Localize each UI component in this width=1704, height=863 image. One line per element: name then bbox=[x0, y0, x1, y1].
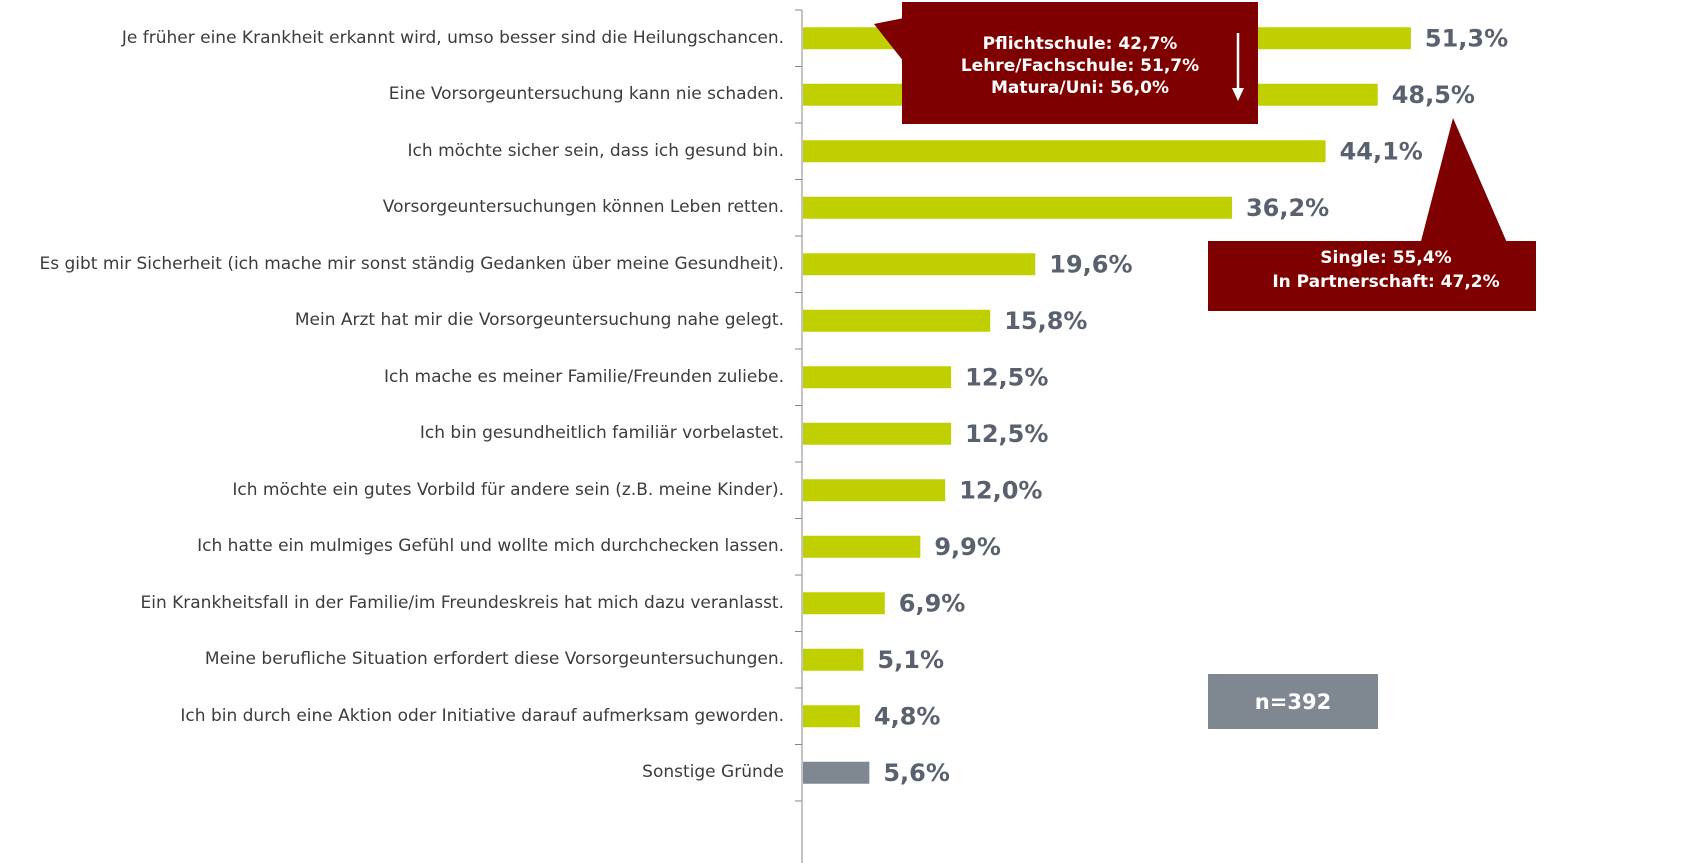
category-label: Ich möchte sicher sein, dass ich gesund … bbox=[0, 123, 784, 179]
arrow-head bbox=[1232, 88, 1244, 101]
value-label: 4,8% bbox=[874, 702, 941, 730]
bar bbox=[803, 592, 885, 615]
category-label: Vorsorgeuntersuchungen können Leben rett… bbox=[0, 180, 784, 236]
bar bbox=[803, 309, 991, 332]
category-text: Ein Krankheitsfall in der Familie/im Fre… bbox=[140, 592, 784, 613]
callout-box bbox=[1208, 241, 1536, 311]
category-text: Es gibt mir Sicherheit (ich mache mir so… bbox=[39, 253, 784, 274]
category-text: Meine berufliche Situation erfordert die… bbox=[204, 649, 784, 670]
value-label: 9,9% bbox=[934, 533, 1001, 561]
sample-size: n=392 bbox=[1255, 690, 1331, 714]
value-label: 19,6% bbox=[1049, 250, 1132, 278]
bar bbox=[803, 761, 870, 784]
sample-size-box bbox=[1208, 674, 1378, 729]
category-text: Ich möchte ein gutes Vorbild für andere … bbox=[232, 479, 784, 500]
value-label: 6,9% bbox=[899, 589, 966, 617]
category-label: Ich bin gesundheitlich familiär vorbelas… bbox=[0, 406, 784, 462]
category-text: Ich bin durch eine Aktion oder Initiativ… bbox=[180, 705, 784, 726]
bar bbox=[803, 422, 952, 445]
category-label: Ich hatte ein mulmiges Gefühl und wollte… bbox=[0, 519, 784, 575]
category-label: Je früher eine Krankheit erkannt wird, u… bbox=[0, 10, 784, 66]
category-label: Eine Vorsorgeuntersuchung kann nie schad… bbox=[0, 67, 784, 123]
bar bbox=[803, 479, 946, 502]
value-label: 48,5% bbox=[1392, 81, 1475, 109]
value-label: 5,6% bbox=[883, 759, 950, 787]
bar bbox=[803, 253, 1036, 276]
category-label: Ein Krankheitsfall in der Familie/im Fre… bbox=[0, 575, 784, 631]
category-text: Vorsorgeuntersuchungen können Leben rett… bbox=[382, 197, 784, 218]
bar bbox=[803, 196, 1232, 219]
value-label: 15,8% bbox=[1004, 307, 1087, 335]
category-text: Ich möchte sicher sein, dass ich gesund … bbox=[407, 140, 784, 161]
value-label: 12,5% bbox=[965, 420, 1048, 448]
value-label: 5,1% bbox=[877, 646, 944, 674]
value-label: 51,3% bbox=[1425, 24, 1508, 52]
bar bbox=[803, 535, 921, 558]
category-label: Es gibt mir Sicherheit (ich mache mir so… bbox=[0, 236, 784, 292]
callout-box bbox=[902, 2, 1258, 124]
callout-text: Pflichtschule: 42,7% bbox=[983, 34, 1178, 54]
callout-text: Single: 55,4% bbox=[1320, 248, 1451, 268]
category-label: Ich möchte ein gutes Vorbild für andere … bbox=[0, 462, 784, 518]
category-text: Sonstige Gründe bbox=[642, 762, 784, 783]
category-text: Ich mache es meiner Familie/Freunden zul… bbox=[384, 366, 784, 387]
bar bbox=[803, 648, 864, 671]
value-label: 12,0% bbox=[959, 476, 1042, 504]
bar bbox=[803, 366, 952, 389]
category-label: Sonstige Gründe bbox=[0, 745, 784, 801]
category-text: Eine Vorsorgeuntersuchung kann nie schad… bbox=[388, 84, 784, 105]
callout-text: Lehre/Fachschule: 51,7% bbox=[961, 56, 1199, 76]
category-label: Mein Arzt hat mir die Vorsorgeuntersuchu… bbox=[0, 293, 784, 349]
callout-text: Matura/Uni: 56,0% bbox=[991, 78, 1169, 98]
category-text: Je früher eine Krankheit erkannt wird, u… bbox=[121, 27, 784, 48]
category-text: Ich hatte ein mulmiges Gefühl und wollte… bbox=[197, 536, 784, 557]
category-label: Ich bin durch eine Aktion oder Initiativ… bbox=[0, 688, 784, 744]
value-label: 12,5% bbox=[965, 363, 1048, 391]
bar bbox=[803, 705, 860, 728]
callout-pointer bbox=[874, 18, 904, 62]
callout-pointer bbox=[1420, 118, 1508, 245]
value-label: 36,2% bbox=[1246, 194, 1329, 222]
category-label: Ich mache es meiner Familie/Freunden zul… bbox=[0, 349, 784, 405]
category-text: Ich bin gesundheitlich familiär vorbelas… bbox=[419, 423, 784, 444]
bar bbox=[803, 140, 1326, 163]
category-label: Meine berufliche Situation erfordert die… bbox=[0, 632, 784, 688]
callout-text: In Partnerschaft: 47,2% bbox=[1272, 272, 1499, 292]
value-label: 44,1% bbox=[1340, 137, 1423, 165]
category-text: Mein Arzt hat mir die Vorsorgeuntersuchu… bbox=[294, 310, 784, 331]
